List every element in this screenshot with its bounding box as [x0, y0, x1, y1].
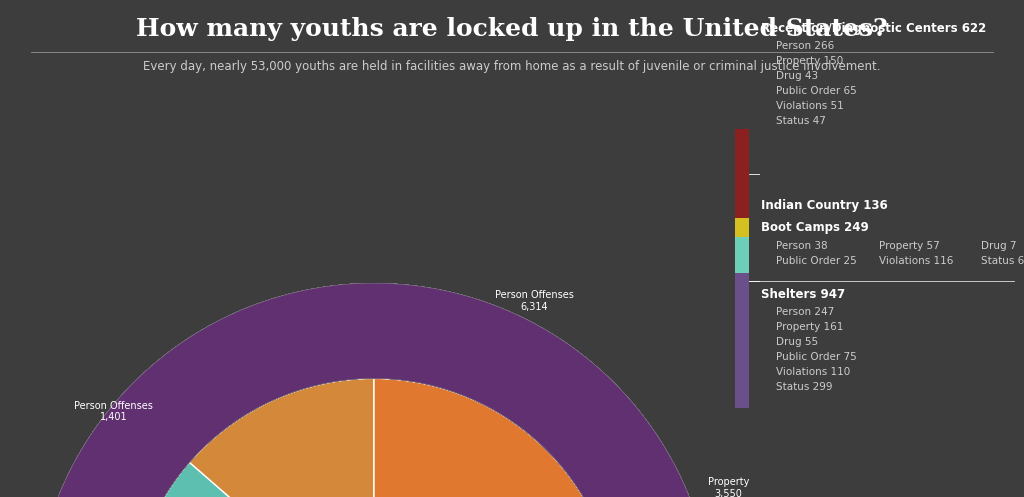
Wedge shape — [41, 460, 161, 497]
Text: Status 47: Status 47 — [776, 116, 826, 126]
Text: Every day, nearly 53,000 youths are held in facilities away from home as a resul: Every day, nearly 53,000 youths are held… — [143, 60, 881, 73]
Wedge shape — [34, 283, 714, 497]
Wedge shape — [34, 283, 714, 497]
Wedge shape — [161, 462, 374, 497]
Bar — [735, 237, 749, 273]
Bar — [735, 273, 749, 408]
Text: Public Order 75: Public Order 75 — [776, 352, 857, 362]
Wedge shape — [374, 378, 618, 497]
Wedge shape — [34, 283, 714, 497]
Wedge shape — [34, 283, 714, 497]
Wedge shape — [34, 283, 714, 497]
Text: Public Order 25: Public Order 25 — [776, 256, 857, 266]
Text: Shelters 947: Shelters 947 — [761, 288, 845, 301]
Text: Property 57: Property 57 — [879, 241, 939, 251]
Text: Property 161: Property 161 — [776, 322, 844, 332]
Text: Property 150: Property 150 — [776, 56, 844, 66]
Text: Violations 116: Violations 116 — [879, 256, 953, 266]
Text: Status 6: Status 6 — [981, 256, 1024, 266]
Wedge shape — [34, 283, 714, 497]
Text: Property
3,550: Property 3,550 — [708, 477, 749, 497]
Text: Person 247: Person 247 — [776, 307, 835, 317]
Text: Public Order 65: Public Order 65 — [776, 86, 857, 96]
Text: Boot Camps 249: Boot Camps 249 — [761, 221, 868, 234]
Wedge shape — [374, 290, 640, 476]
Text: Person 38: Person 38 — [776, 241, 827, 251]
Wedge shape — [34, 283, 714, 497]
Wedge shape — [34, 283, 714, 497]
Wedge shape — [123, 290, 374, 462]
Text: Status 299: Status 299 — [776, 382, 833, 392]
Text: Person Offenses
1,401: Person Offenses 1,401 — [74, 401, 153, 422]
Text: Person 266: Person 266 — [776, 41, 835, 51]
Text: Person Offenses
6,314: Person Offenses 6,314 — [496, 290, 574, 312]
Wedge shape — [34, 283, 714, 497]
Text: Drug 43: Drug 43 — [776, 71, 818, 81]
Text: Drug 7: Drug 7 — [981, 241, 1017, 251]
Wedge shape — [34, 283, 714, 497]
Text: Indian Country 136: Indian Country 136 — [761, 199, 888, 212]
Wedge shape — [83, 404, 189, 497]
Text: Violations 110: Violations 110 — [776, 367, 851, 377]
Bar — [735, 218, 749, 237]
Wedge shape — [34, 283, 714, 497]
Wedge shape — [34, 283, 714, 497]
Bar — [735, 129, 749, 218]
Wedge shape — [569, 423, 705, 497]
Wedge shape — [34, 283, 714, 497]
Text: Reception/Diagnostic Centers 622: Reception/Diagnostic Centers 622 — [761, 22, 986, 35]
Wedge shape — [34, 283, 714, 497]
Wedge shape — [189, 378, 374, 497]
Text: Drug 55: Drug 55 — [776, 337, 818, 347]
Wedge shape — [34, 283, 714, 497]
Wedge shape — [34, 283, 714, 497]
Wedge shape — [34, 283, 714, 497]
Text: How many youths are locked up in the United States?: How many youths are locked up in the Uni… — [136, 17, 888, 41]
Text: Violations 51: Violations 51 — [776, 101, 844, 111]
Wedge shape — [34, 283, 714, 497]
Wedge shape — [34, 283, 714, 497]
Wedge shape — [34, 283, 714, 497]
